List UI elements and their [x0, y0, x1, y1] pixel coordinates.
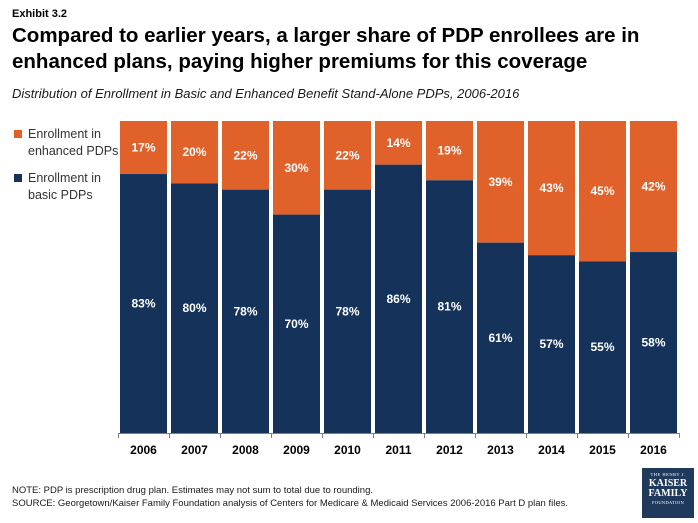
data-label-basic-2012: 81%	[437, 300, 461, 314]
data-label-basic-2009: 70%	[284, 317, 308, 331]
data-label-enhanced-2007: 20%	[182, 145, 206, 159]
data-label-basic-2011: 86%	[386, 292, 410, 306]
x-tick-label-2016: 2016	[640, 443, 667, 457]
source-text: SOURCE: Georgetown/Kaiser Family Foundat…	[12, 498, 569, 509]
bar-enhanced-2012	[426, 121, 473, 181]
x-tick-label-2009: 2009	[283, 443, 310, 457]
logo-line-2: KAISER FAMILY	[648, 478, 688, 499]
data-label-enhanced-2014: 43%	[539, 181, 563, 195]
data-label-enhanced-2011: 14%	[386, 136, 410, 150]
data-label-basic-2008: 78%	[233, 304, 257, 318]
data-label-enhanced-2006: 17%	[131, 141, 155, 155]
data-label-basic-2016: 58%	[641, 336, 665, 350]
bar-basic-2016	[630, 252, 677, 433]
legend-item-basic: Enrollment in basic PDPs	[12, 170, 122, 204]
bar-basic-2013	[477, 242, 524, 433]
bar-enhanced-2010	[324, 121, 371, 190]
logo-line-3: FOUNDATION	[652, 500, 684, 505]
bar-enhanced-2011	[375, 121, 422, 165]
chart-title: Compared to earlier years, a larger shar…	[12, 24, 640, 73]
data-label-basic-2007: 80%	[182, 301, 206, 315]
legend: Enrollment in enhanced PDPs Enrollment i…	[12, 126, 122, 204]
data-label-basic-2010: 78%	[335, 304, 359, 318]
legend-label-enhanced: Enrollment in enhanced PDPs	[28, 127, 119, 158]
data-label-basic-2006: 83%	[131, 297, 155, 311]
logo-line-1: THE HENRY J.	[650, 472, 686, 477]
x-tick-label-2007: 2007	[181, 443, 208, 457]
bar-enhanced-2014	[528, 121, 575, 256]
legend-label-basic: Enrollment in basic PDPs	[28, 171, 101, 202]
bar-basic-2009	[273, 214, 320, 433]
x-tick-label-2014: 2014	[538, 443, 565, 457]
bar-enhanced-2015	[579, 121, 626, 262]
legend-item-enhanced: Enrollment in enhanced PDPs	[12, 126, 122, 160]
bar-enhanced-2008	[222, 121, 269, 190]
x-tick-label-2008: 2008	[232, 443, 259, 457]
exhibit-label: Exhibit 3.2	[12, 8, 68, 20]
bar-basic-2006	[120, 174, 167, 434]
data-label-enhanced-2008: 22%	[233, 148, 257, 162]
data-label-enhanced-2010: 22%	[335, 148, 359, 162]
bar-enhanced-2006	[120, 121, 167, 175]
chart-subtitle: Distribution of Enrollment in Basic and …	[12, 86, 520, 101]
data-label-enhanced-2012: 19%	[437, 144, 461, 158]
x-tick-label-2011: 2011	[385, 443, 411, 457]
data-label-basic-2014: 57%	[539, 337, 563, 351]
bar-basic-2015	[579, 261, 626, 433]
x-tick-label-2015: 2015	[589, 443, 616, 457]
legend-swatch-basic	[14, 174, 22, 182]
bar-enhanced-2009	[273, 121, 320, 215]
bar-basic-2014	[528, 255, 575, 433]
bar-basic-2011	[375, 164, 422, 433]
x-tick-label-2013: 2013	[487, 443, 514, 457]
x-tick-label-2010: 2010	[334, 443, 361, 457]
bar-enhanced-2016	[630, 121, 677, 253]
bar-basic-2010	[324, 189, 371, 433]
x-tick-label-2006: 2006	[130, 443, 157, 457]
x-tick-label-2012: 2012	[436, 443, 463, 457]
stacked-bar-chart: 17% 83% 2006 20% 80% 2007 22% 78% 2008 30% 70% 2009…	[118, 121, 680, 457]
bar-enhanced-2013	[477, 121, 524, 243]
bar-basic-2007	[171, 183, 218, 433]
data-label-enhanced-2009: 30%	[284, 161, 308, 175]
bar-basic-2012	[426, 180, 473, 433]
bar-basic-2008	[222, 189, 269, 433]
data-label-basic-2015: 55%	[590, 340, 614, 354]
data-label-enhanced-2015: 45%	[590, 184, 614, 198]
kff-logo: THE HENRY J. KAISER FAMILY FOUNDATION	[642, 468, 694, 518]
note-text: NOTE: PDP is prescription drug plan. Est…	[12, 485, 373, 496]
data-label-enhanced-2013: 39%	[488, 175, 512, 189]
data-label-basic-2013: 61%	[488, 331, 512, 345]
footnotes: NOTE: PDP is prescription drug plan. Est…	[12, 484, 568, 510]
data-label-enhanced-2016: 42%	[641, 180, 665, 194]
legend-swatch-enhanced	[14, 130, 22, 138]
bar-enhanced-2007	[171, 121, 218, 184]
